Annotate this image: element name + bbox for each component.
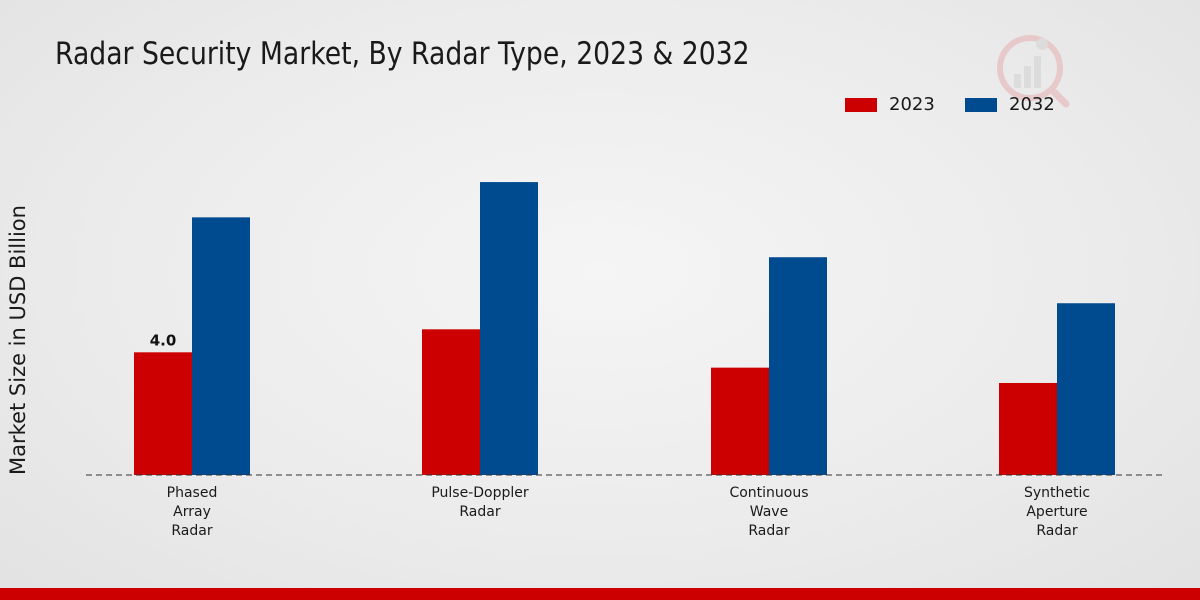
x-tick-label-1: Phased Array Radar	[167, 485, 218, 539]
bar-2023-4	[999, 382, 1057, 475]
legend-label-2023: 2023	[889, 94, 935, 115]
bar-2032-1	[192, 217, 250, 475]
bar-2032-3	[769, 257, 827, 475]
data-label-1: 4.0	[150, 331, 177, 349]
bar-2023-3	[711, 367, 769, 475]
brand-logo-icon	[992, 30, 1072, 110]
legend-label-2032: 2032	[1009, 94, 1055, 115]
bar-2023-2	[422, 329, 480, 475]
bar-2032-2	[480, 182, 538, 475]
bottom-accent-bar	[0, 588, 1200, 600]
x-tick-label-2: Pulse-Doppler Radar	[431, 485, 529, 520]
chart-title: Radar Security Market, By Radar Type, 20…	[55, 36, 750, 72]
x-tick-label-3: Continuous Wave Radar	[729, 485, 808, 539]
bar-2032-4	[1057, 303, 1115, 475]
legend-swatch-2023	[845, 98, 877, 112]
x-tick-label-4: Synthetic Aperture Radar	[1024, 485, 1090, 539]
bar-2023-1	[134, 352, 192, 475]
legend-swatch-2032	[965, 98, 997, 112]
